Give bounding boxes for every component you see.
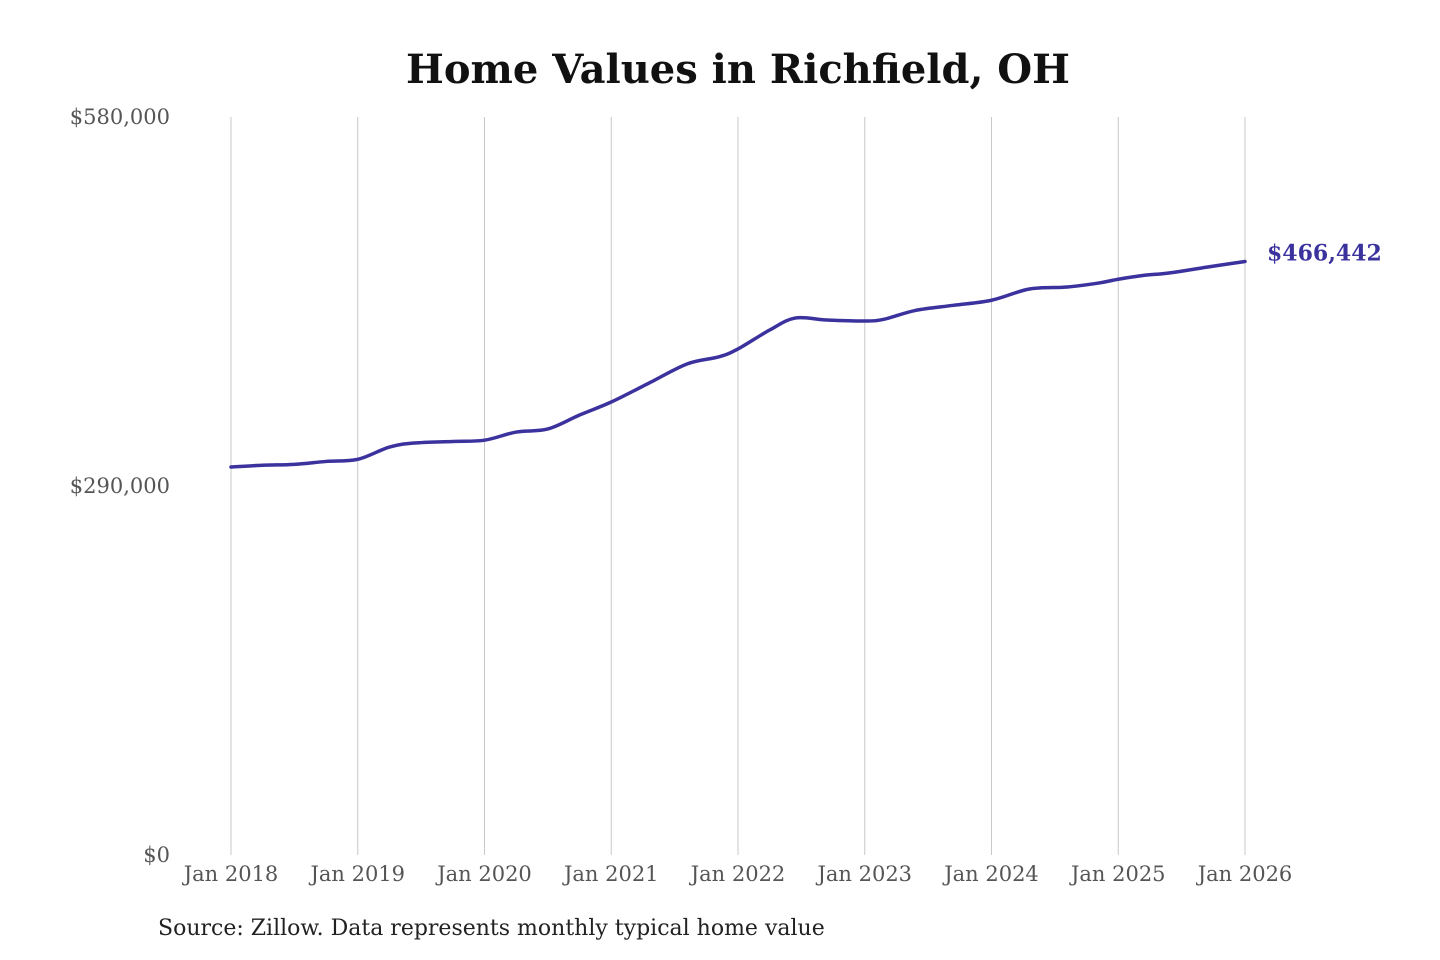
y-tick-label: $290,000 — [70, 474, 170, 498]
chart-title: Home Values in Richfield, OH — [406, 46, 1070, 93]
source-note: Source: Zillow. Data represents monthly … — [158, 916, 825, 941]
x-tick-label: Jan 2022 — [689, 862, 786, 886]
x-axis-ticks: Jan 2018 Jan 2019 Jan 2020 Jan 2021 Jan 2022… — [182, 862, 1293, 886]
x-tick-label: Jan 2020 — [435, 862, 532, 886]
x-tick-label: Jan 2023 — [815, 862, 912, 886]
gridlines — [230, 117, 1246, 855]
end-value-label: $466,442 — [1267, 240, 1382, 266]
y-tick-label: $580,000 — [70, 105, 170, 129]
x-tick-label: Jan 2019 — [308, 862, 405, 886]
series-line — [229, 259, 1247, 469]
y-tick-label: $0 — [143, 843, 170, 867]
x-tick-label: Jan 2021 — [562, 862, 659, 886]
x-tick-label: Jan 2026 — [1196, 862, 1293, 886]
y-axis-ticks: $0 $290,000 $580,000 — [70, 105, 170, 867]
x-tick-label: Jan 2025 — [1069, 862, 1166, 886]
series-layer — [229, 259, 1247, 469]
x-tick-label: Jan 2018 — [182, 862, 279, 886]
x-tick-label: Jan 2024 — [942, 862, 1039, 886]
